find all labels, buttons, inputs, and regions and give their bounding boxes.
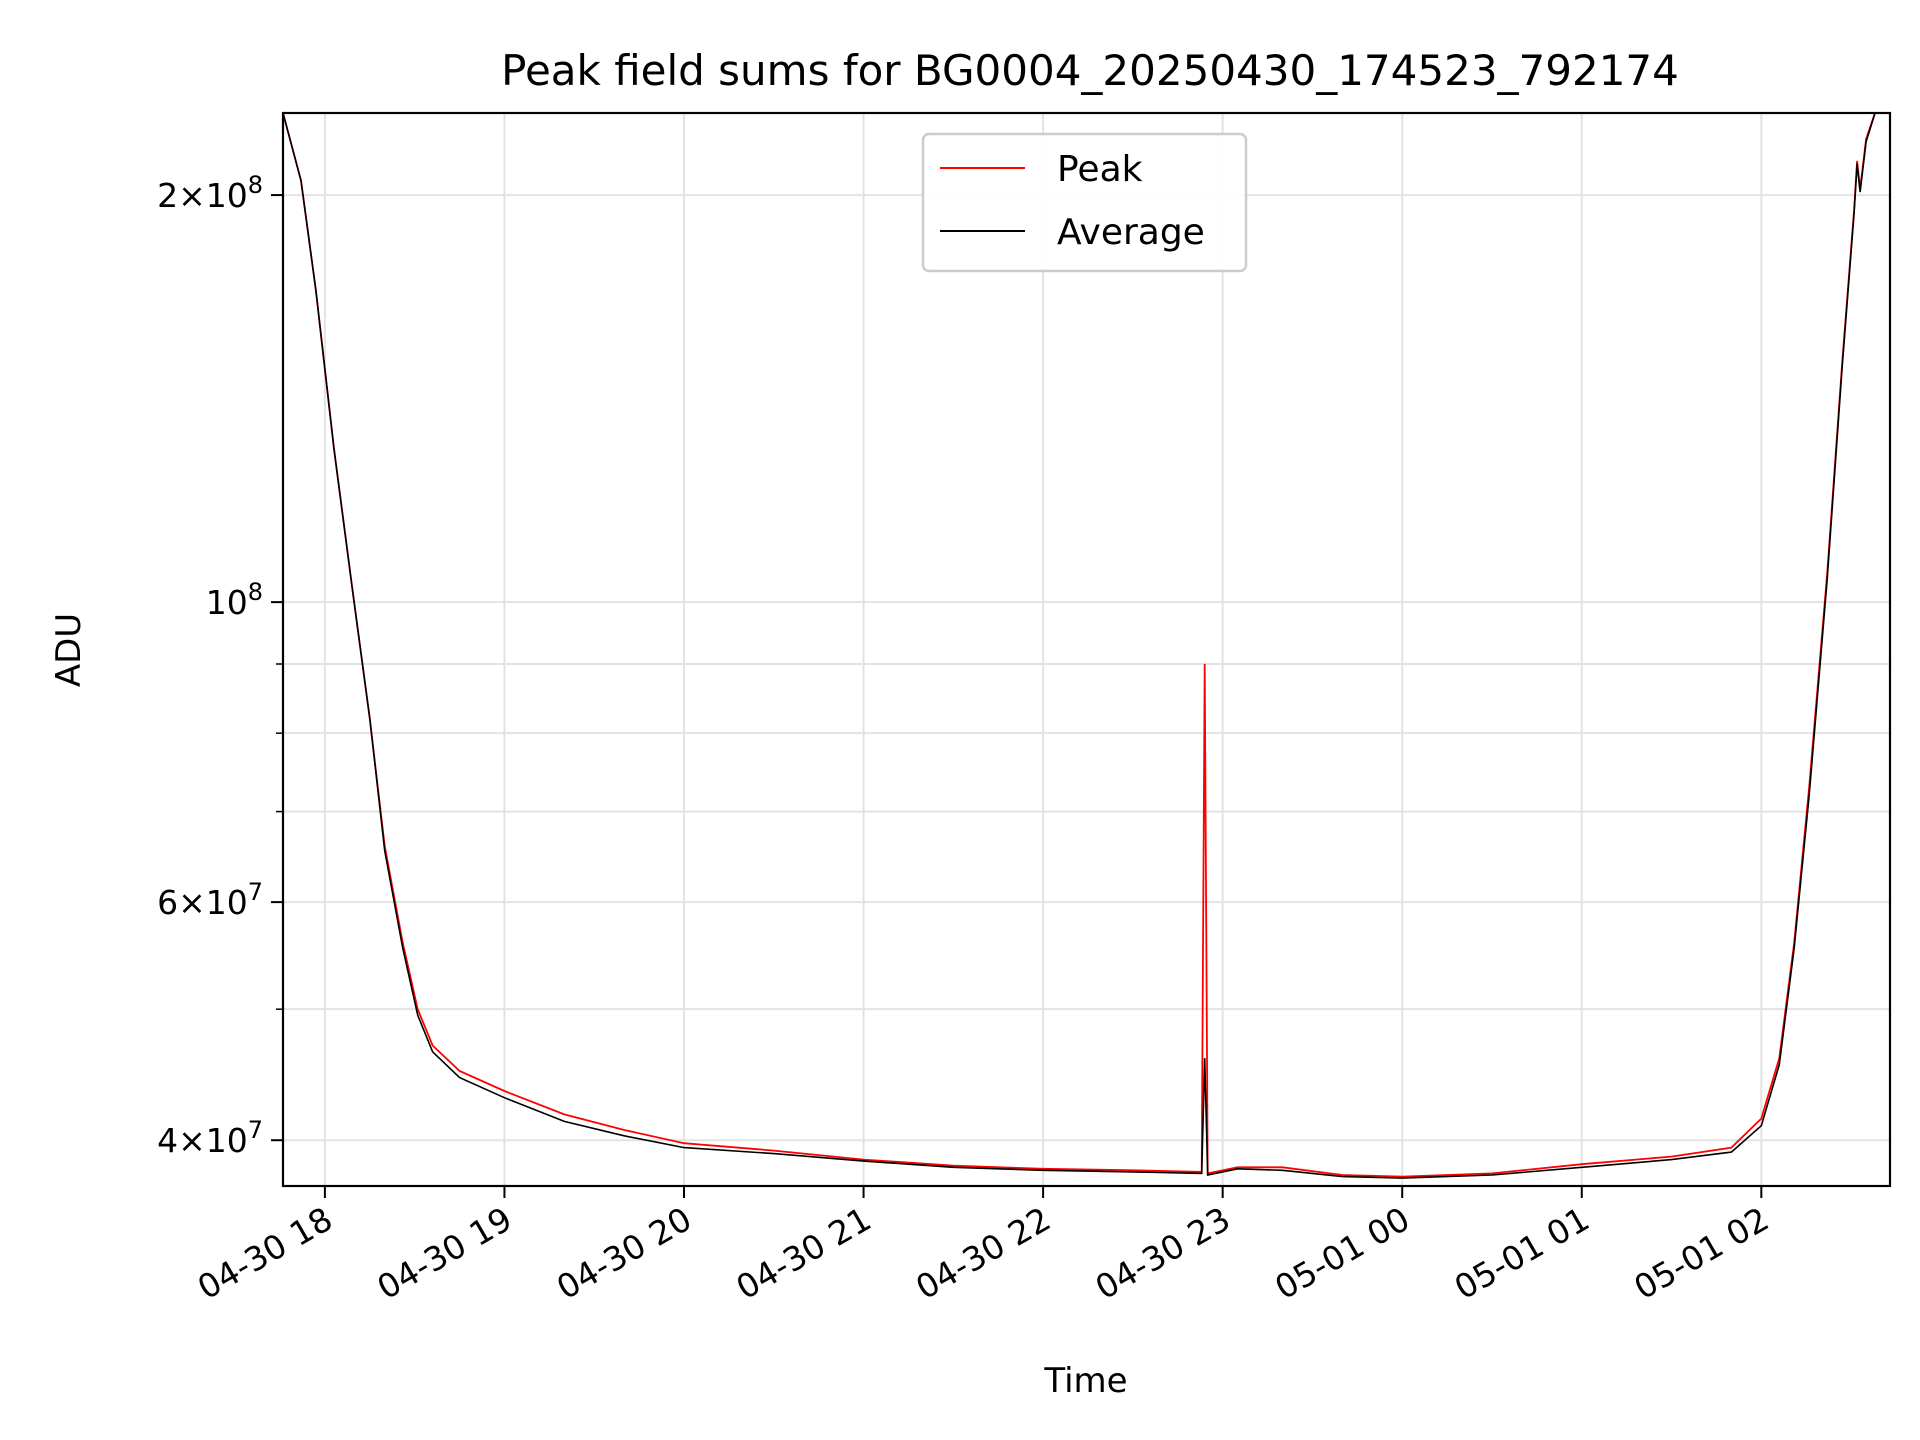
x-tick-label: 04-30 19 — [370, 1199, 518, 1307]
x-tick-label: 05-01 02 — [1627, 1199, 1775, 1307]
x-tick-label: 04-30 21 — [730, 1199, 878, 1307]
x-tick-label: 04-30 20 — [550, 1199, 698, 1307]
grid — [283, 113, 1890, 1186]
series-layer — [283, 113, 1890, 1179]
x-tick-label: 05-01 00 — [1268, 1199, 1416, 1307]
y-tick-label: 108 — [206, 578, 263, 622]
x-tick-label: 04-30 22 — [909, 1199, 1057, 1307]
legend-label-average: Average — [1057, 212, 1205, 253]
ticks: 04-30 18 04-30 19 04-30 20 04-30 21 04-30 22… — [157, 171, 1775, 1307]
y-tick-label: 2×108 — [157, 171, 263, 215]
legend: Peak Average — [921, 132, 1248, 273]
y-tick-label: 4×107 — [157, 1116, 263, 1160]
x-tick-label: 04-30 23 — [1089, 1199, 1237, 1307]
plot-frame — [281, 111, 1892, 1188]
series-line-peak — [283, 113, 1890, 1178]
x-tick-label: 04-30 18 — [191, 1199, 339, 1307]
series-line-average — [283, 113, 1890, 1179]
y-axis-title: ADU — [49, 613, 89, 687]
legend-label-peak: Peak — [1057, 149, 1143, 190]
x-axis-title: Time — [1043, 1361, 1127, 1401]
chart-title: Peak field sums for BG0004_20250430_1745… — [501, 46, 1679, 95]
x-tick-label: 05-01 01 — [1448, 1199, 1596, 1307]
y-tick-label: 6×107 — [157, 878, 263, 922]
